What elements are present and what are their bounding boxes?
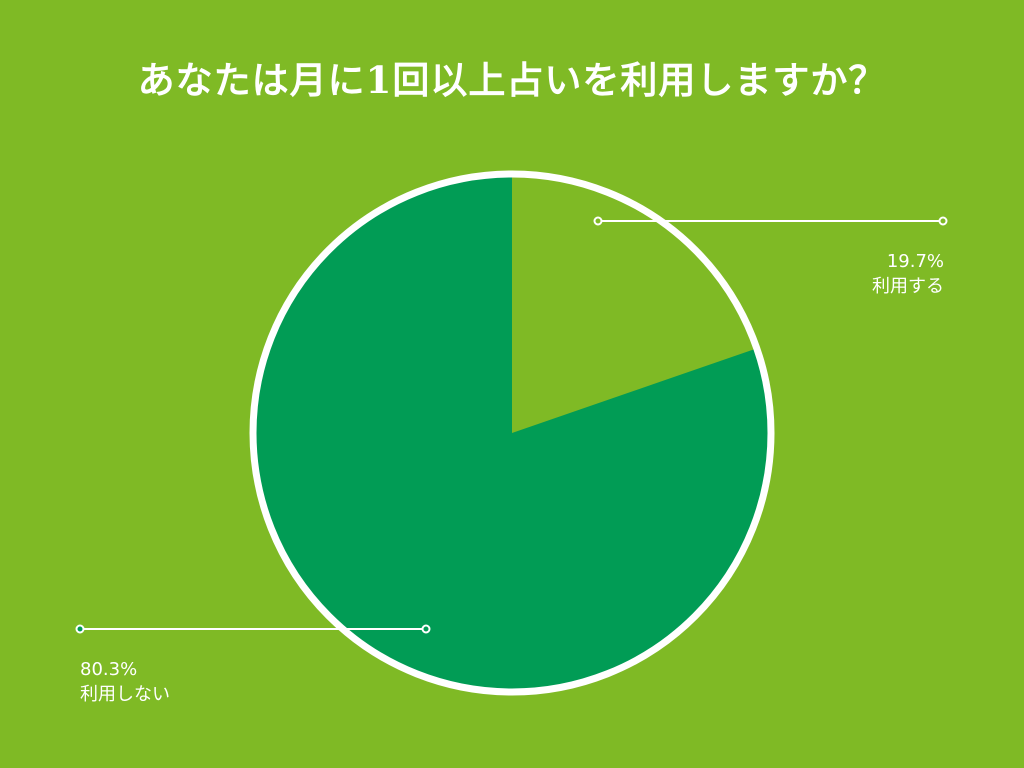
leader-dot — [75, 624, 85, 634]
pie-slices — [253, 174, 771, 692]
leader-line-use — [593, 216, 948, 226]
pie-slice-not-use — [253, 174, 771, 692]
leader-dot — [593, 216, 603, 226]
slice-name-use: 利用する — [872, 276, 944, 297]
slice-label-not-use: 80.3% 利用しない — [80, 657, 170, 707]
slice-value-not-use: 80.3% — [80, 659, 138, 680]
slice-name-not-use: 利用しない — [80, 684, 170, 705]
pie-slice-use — [512, 174, 757, 433]
leader-line-not-use — [75, 624, 431, 634]
slice-value-use: 19.7% — [886, 251, 944, 272]
slice-label-use: 19.7% 利用する — [872, 249, 944, 299]
chart-title: あなたは月に1回以上占いを利用しますか？ — [137, 58, 887, 102]
pie-outline — [249, 170, 775, 696]
leader-dot — [938, 216, 948, 226]
leader-dot — [421, 624, 431, 634]
